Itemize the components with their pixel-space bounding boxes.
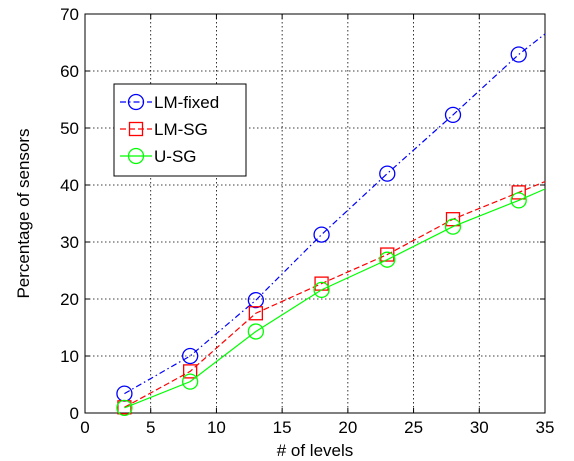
x-tick-label: 10	[207, 418, 226, 437]
x-tick-label: 5	[146, 418, 155, 437]
y-tick-label: 70	[60, 5, 79, 24]
y-tick-label: 40	[60, 176, 79, 195]
x-tick-label: 35	[536, 418, 555, 437]
data-point-u-sg	[116, 399, 133, 417]
y-tick-label: 20	[60, 290, 79, 309]
data-point-u-sg	[181, 373, 199, 390]
data-point-u-sg	[247, 323, 265, 340]
legend-box	[113, 83, 247, 177]
data-point-lm-fixed	[379, 165, 396, 182]
y-tick-label: 50	[60, 119, 79, 138]
series-u-sg	[116, 188, 546, 417]
data-point-lm-sg	[511, 185, 526, 200]
y-axis-label: Percentage of sensors	[14, 128, 33, 298]
data-point-u-sg	[379, 251, 396, 268]
y-tick-label: 60	[60, 62, 79, 81]
legend: LM-fixed LM-SG U-SG	[113, 83, 247, 177]
legend-label-lm-sg: LM-SG	[154, 120, 208, 139]
y-tick-label: 10	[60, 347, 79, 366]
x-tick-label: 15	[273, 418, 292, 437]
x-axis-label: # of levels	[277, 441, 354, 460]
plot-frame	[84, 13, 546, 414]
data-point-u-sg	[313, 281, 330, 299]
legend-marker-lm-sg	[128, 121, 144, 137]
series-line-lm-fixed	[124, 33, 546, 395]
data-point-lm-fixed	[510, 46, 527, 63]
data-point-lm-fixed	[181, 347, 199, 365]
axis-ticks: 0 5 10 15 20 25 30 35 0 10 20 30 40 50 60 70	[60, 5, 554, 437]
legend-label-u-sg: U-SG	[154, 147, 197, 166]
legend-marker-lm-fixed	[127, 93, 145, 111]
x-tick-label: 0	[80, 418, 89, 437]
data-point-u-sg	[444, 218, 462, 235]
y-tick-label: 0	[70, 404, 79, 423]
data-point-lm-fixed	[313, 226, 330, 243]
data-point-lm-sg	[248, 306, 264, 321]
x-tick-label: 30	[470, 418, 489, 437]
data-point-u-sg	[510, 192, 527, 209]
data-point-lm-sg	[380, 247, 395, 262]
data-point-lm-sg	[445, 212, 461, 227]
legend-label-lm-fixed: LM-fixed	[154, 93, 219, 112]
data-point-lm-fixed	[247, 291, 265, 309]
series-line-u-sg	[124, 188, 546, 409]
series-layer	[116, 33, 546, 417]
y-tick-label: 30	[60, 233, 79, 252]
legend-marker-u-sg	[127, 147, 145, 165]
x-tick-label: 20	[338, 418, 357, 437]
data-point-lm-fixed	[444, 106, 462, 124]
series-line-lm-sg	[124, 181, 546, 408]
data-point-lm-sg	[182, 364, 198, 379]
x-tick-label: 25	[404, 418, 423, 437]
